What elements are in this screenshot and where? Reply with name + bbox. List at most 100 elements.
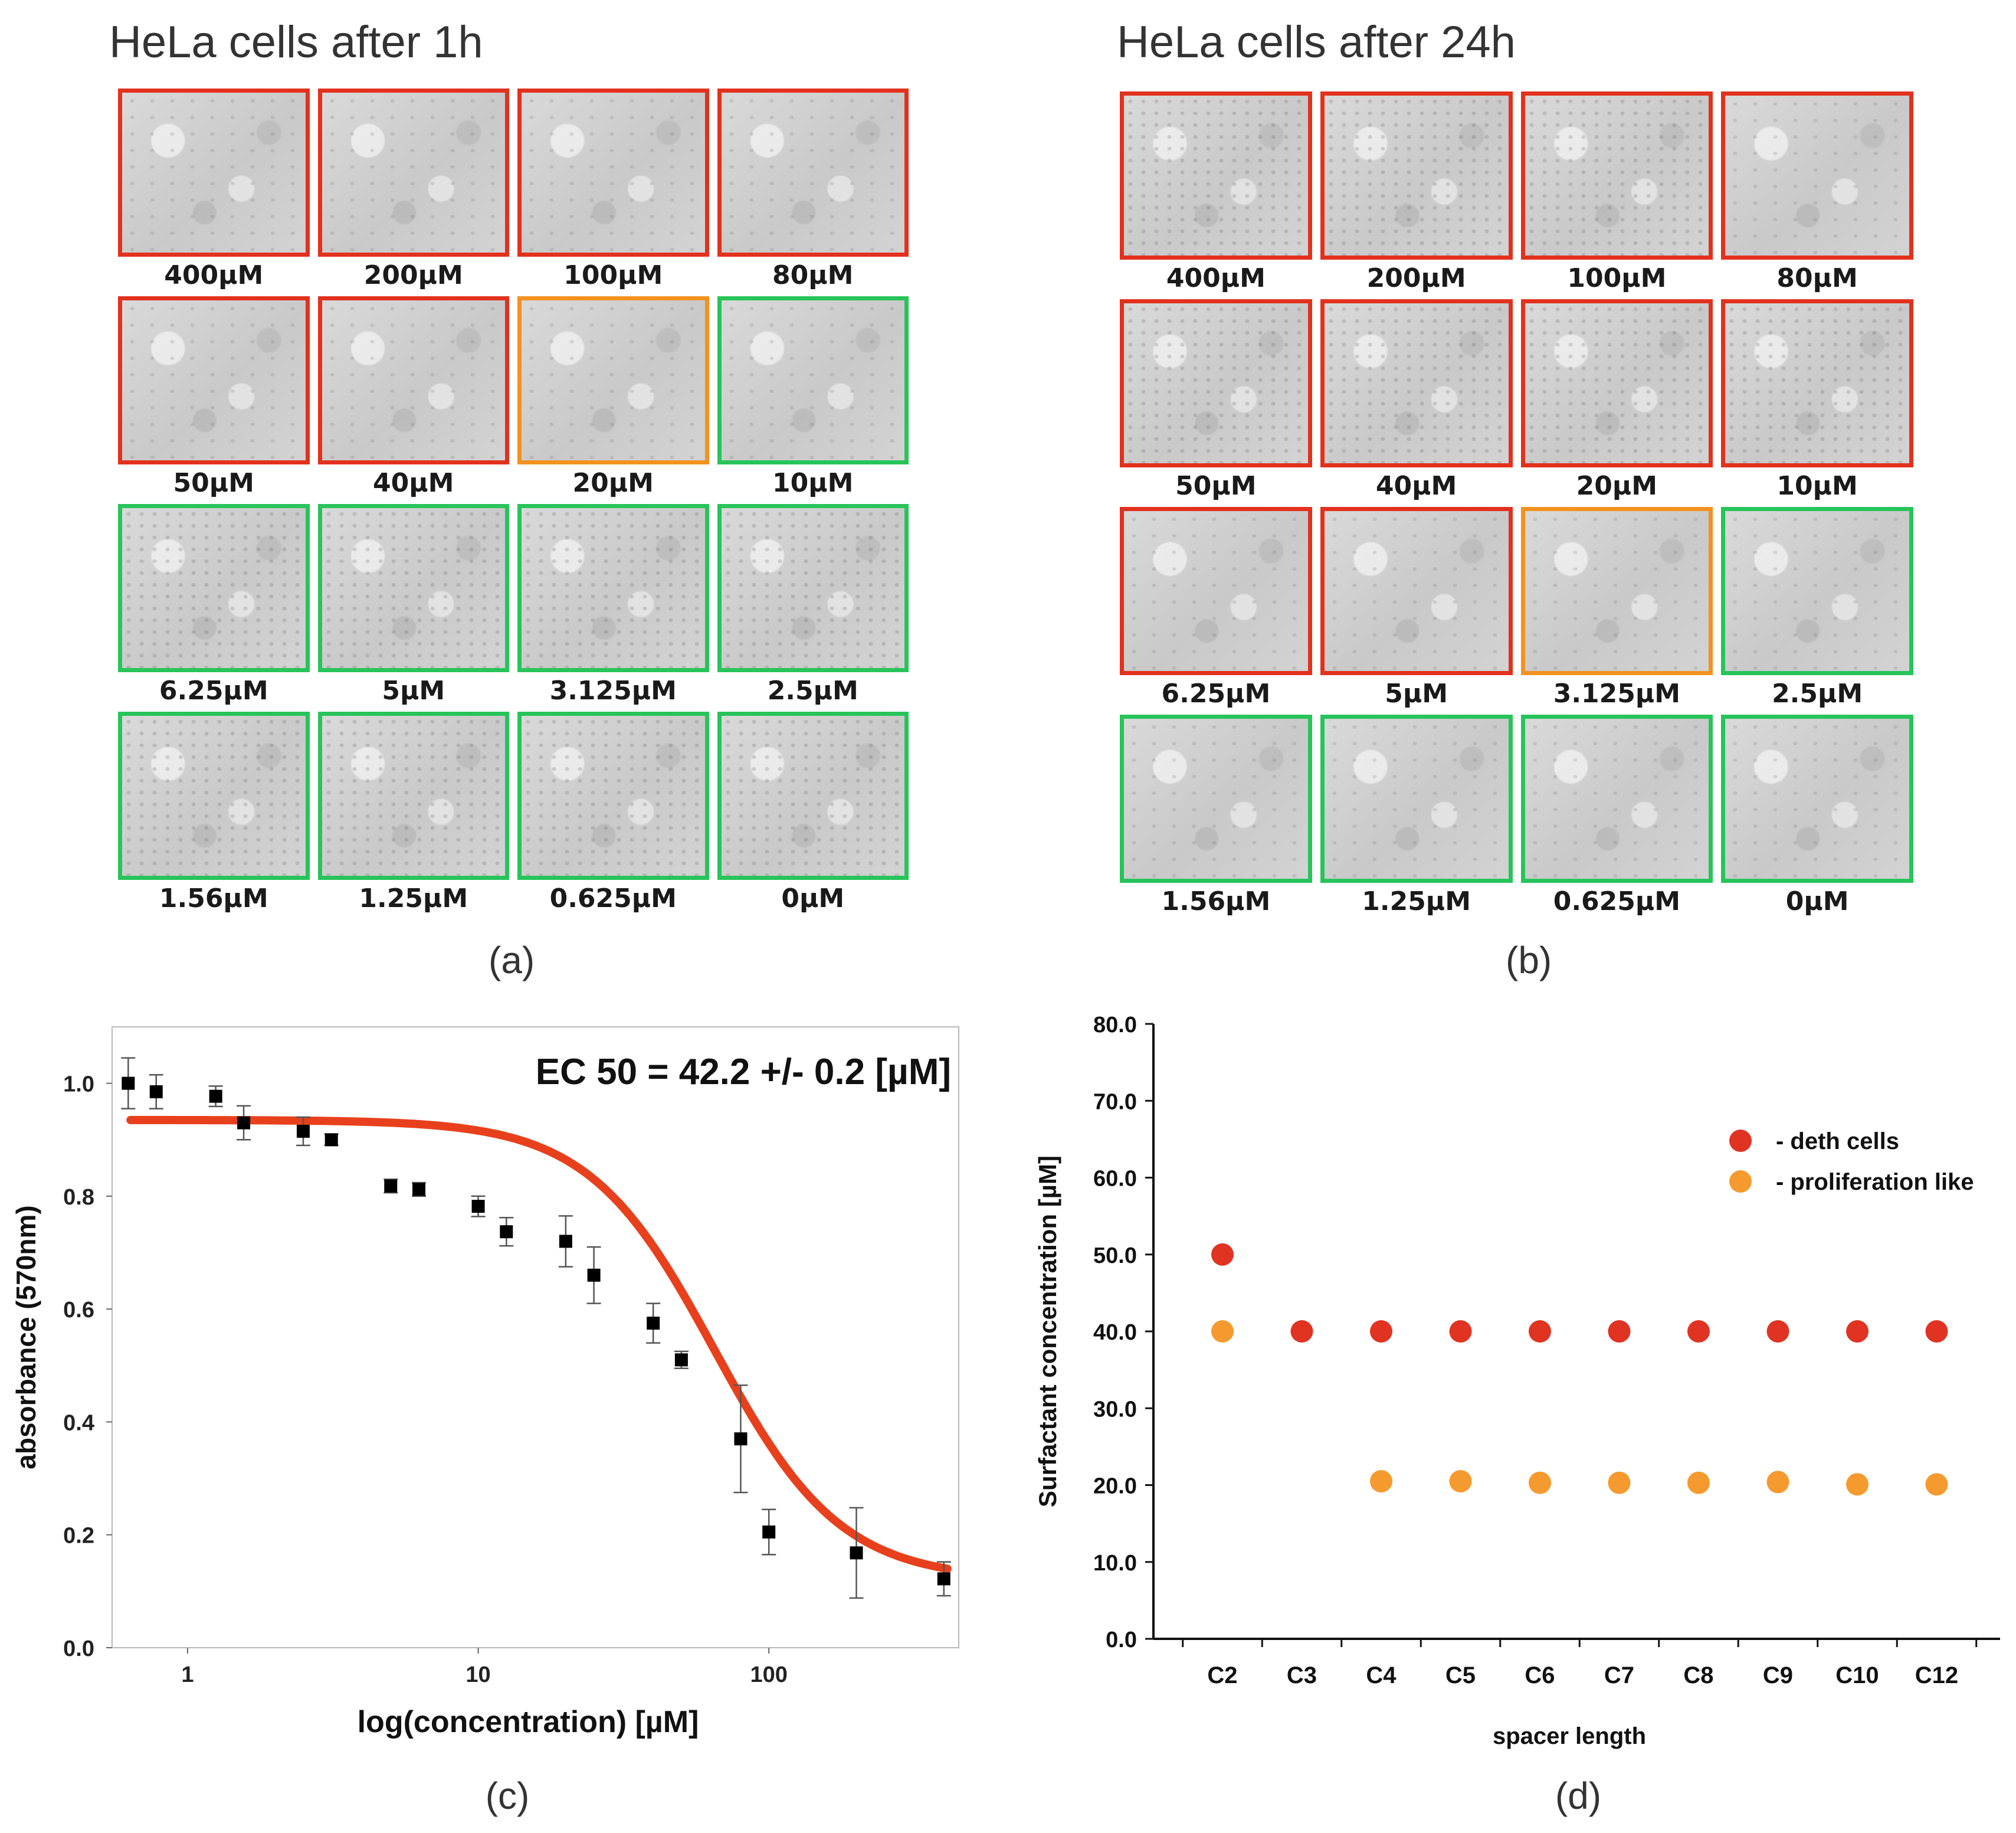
concentration-label: 400µM [164,260,264,290]
dead-cells-point [1370,1320,1392,1343]
micrograph-image [1320,299,1513,467]
legend-label: - deth cells [1776,1128,1899,1154]
micrograph-image [517,89,709,257]
micrograph-image [517,296,709,464]
micrograph-image [317,296,509,464]
data-point [384,1179,398,1193]
micrograph-image [1120,91,1312,260]
micrograph-cell: 0µM [1721,715,1913,916]
micrograph-image [1721,507,1913,675]
y-tick-label: 10.0 [1093,1551,1137,1576]
concentration-label: 10µM [1776,471,1858,501]
dead-cells-point [1608,1320,1631,1343]
micrograph-image [317,89,509,257]
concentration-label: 1.25µM [359,883,468,914]
concentration-label: 40µM [373,468,454,498]
x-tick-label: 1 [181,1662,194,1687]
data-point [471,1200,485,1213]
y-tick-label: 0.6 [63,1298,94,1323]
micrograph-image [717,89,909,257]
micrograph-image [1721,299,1913,467]
micrograph-image [717,296,909,464]
micrograph-image [1721,715,1913,883]
micrograph-cell: 200µM [1320,91,1513,293]
y-tick-label: 1.0 [63,1072,94,1097]
y-tick-label: 60.0 [1093,1167,1137,1192]
data-point [500,1225,513,1239]
concentration-label: 1.56µM [159,883,268,914]
panel-d-label: (d) [1555,1775,1601,1817]
concentration-label: 1.56µM [1161,886,1271,916]
chart-d-spacer-length: 0.0 10.0 20.0 30.0 40.0 50.0 60.0 70.0 80.0 C2 C3 C… [1034,1013,2000,1817]
micrograph-cell: 50µM [118,296,310,498]
micrograph-image [1520,507,1713,675]
micrograph-image [1120,715,1312,883]
dead-cells-point [1687,1320,1710,1343]
dead-cells-point [1925,1320,1948,1343]
x-tick-label: C9 [1763,1662,1793,1688]
micrograph-cell: 400µM [1120,91,1312,293]
y-tick-label: 30.0 [1093,1397,1137,1422]
chart-c-dose-response: 0.0 0.2 0.4 0.6 0.8 1.0 1 10 100 EC 50 = 42.2 +/-… [11,1026,959,1817]
proliferation-point [1370,1469,1392,1492]
data-point [412,1183,425,1196]
concentration-label: 3.125µM [1553,679,1681,709]
micrograph-image [1120,507,1312,675]
y-tick-label: 80.0 [1093,1013,1137,1037]
micrograph-image [1520,91,1713,260]
micrograph-cell: 2.5µM [717,504,909,706]
micrograph-cell: 3.125µM [1520,507,1713,709]
y-tick-label: 0.8 [63,1185,94,1210]
micrograph-image [118,712,310,880]
y-axis-title: Surfactant concentration [µM] [1034,1156,1061,1507]
data-point [674,1353,688,1367]
x-tick-label: C4 [1366,1662,1397,1688]
micrograph-cell: 40µM [1320,299,1513,501]
dead-cells-point [1290,1320,1313,1343]
micrograph-image [517,504,709,672]
x-axis-title: spacer length [1493,1723,1646,1749]
y-tick-label: 0.0 [1106,1628,1137,1652]
micrograph-cell: 50µM [1120,299,1312,501]
micrograph-image [1320,715,1513,883]
data-point [237,1116,251,1130]
concentration-label: 80µM [772,260,854,290]
data-point [324,1133,338,1147]
x-tick-label: C5 [1445,1662,1476,1688]
proliferation-point [1211,1320,1234,1343]
concentration-label: 0.625µM [549,883,677,914]
concentration-label: 6.25µM [159,676,268,706]
concentration-label: 2.5µM [1772,679,1863,709]
micrograph-cell: 6.25µM [1120,507,1312,709]
y-tick-label: 0.4 [63,1410,94,1435]
legend-label: - proliferation like [1776,1169,1974,1195]
proliferation-point [1608,1471,1631,1494]
micrograph-cell: 6.25µM [118,504,310,706]
data-point [850,1546,863,1560]
panel-a-image-grid: 400µM 200µM 100µM 80µM 50µM 40µM 20µM 10µM 6.25µ… [118,89,909,914]
concentration-label: 400µM [1166,263,1266,293]
x-tick-label: C2 [1207,1662,1237,1688]
x-tick-label: C10 [1835,1662,1879,1688]
plot-area [112,1026,959,1648]
concentration-label: 100µM [563,260,663,290]
micrograph-image [717,712,909,880]
micrograph-cell: 100µM [517,89,709,290]
proliferation-point [1449,1469,1472,1492]
dead-cells-point [1211,1243,1234,1266]
panel-b-label: (b) [1506,939,1552,981]
micrograph-image [118,296,310,464]
x-tick-label: 100 [750,1662,787,1687]
micrograph-cell: 0µM [717,712,909,914]
dead-cells-point [1529,1320,1551,1343]
concentration-label: 5µM [382,676,445,706]
micrograph-image [1721,91,1913,260]
concentration-label: 200µM [363,260,463,290]
data-point [149,1085,163,1098]
concentration-label: 20µM [1576,471,1658,501]
y-tick-label: 0.2 [63,1524,94,1549]
micrograph-cell: 0.625µM [517,712,709,914]
micrograph-cell: 0.625µM [1520,715,1713,916]
y-tick-label: 20.0 [1093,1474,1137,1499]
concentration-label: 0µM [1785,886,1849,916]
